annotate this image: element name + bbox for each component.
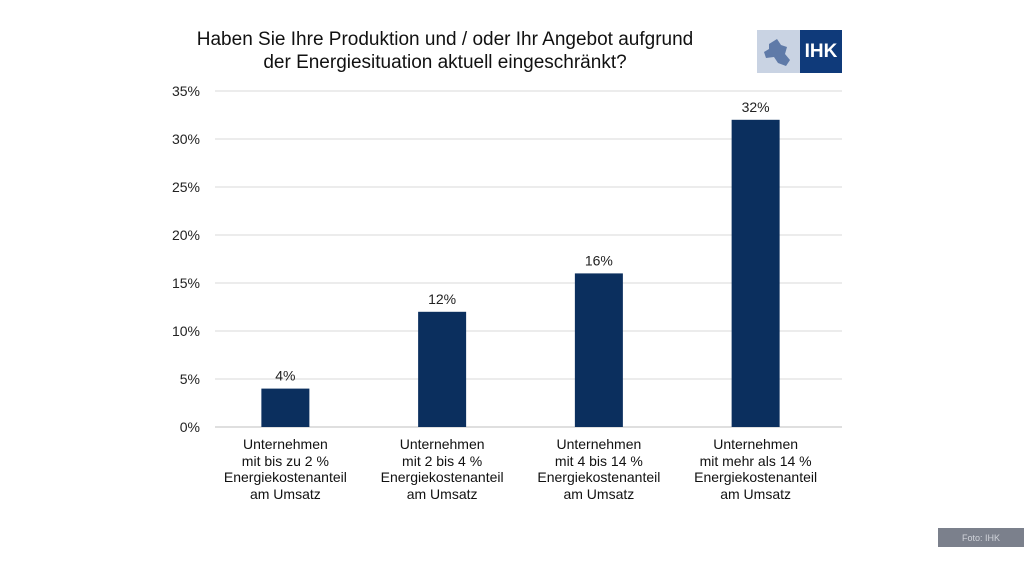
logo-map-icon xyxy=(757,30,800,73)
x-label-line: Energiekostenanteil xyxy=(537,469,661,485)
x-label-line: Energiekostenanteil xyxy=(694,469,818,485)
y-tick-label: 35% xyxy=(172,83,200,99)
x-label-line: am Umsatz xyxy=(720,485,792,502)
x-label-line: Unternehmen xyxy=(242,436,328,452)
x-label-line: mit 4 bis 14 % xyxy=(554,452,643,469)
y-tick-label: 25% xyxy=(172,179,200,195)
y-tick-label: 20% xyxy=(172,227,200,243)
y-tick-label: 10% xyxy=(172,323,200,339)
bar xyxy=(574,273,623,427)
x-label-line: mit bis zu 2 % xyxy=(241,452,329,469)
y-tick-label: 0% xyxy=(180,419,200,435)
y-tick-label: 5% xyxy=(180,371,200,387)
x-category-label: Unternehmen mit 2 bis 4 % Energiekostenant… xyxy=(367,436,517,502)
data-label: 4% xyxy=(275,368,295,384)
chart-title: Haben Sie Ihre Produktion und / oder Ihr… xyxy=(150,28,740,74)
y-tick-label: 15% xyxy=(172,275,200,291)
data-label: 12% xyxy=(428,291,456,307)
logo-text: IHK xyxy=(800,30,842,73)
x-category-label: Unternehmen mit 4 bis 14 % Energiekostenan… xyxy=(524,436,674,502)
ihk-logo: IHK xyxy=(757,30,842,73)
x-label-line: Unternehmen xyxy=(399,436,485,452)
photo-credit: Foto: IHK xyxy=(938,528,1024,547)
data-label: 32% xyxy=(742,99,770,115)
x-label-line: am Umsatz xyxy=(249,485,321,502)
x-label-line: Energiekostenanteil xyxy=(380,469,504,485)
bar xyxy=(261,388,310,427)
y-tick-label: 30% xyxy=(172,131,200,147)
x-label-line: Energiekostenanteil xyxy=(223,469,347,485)
x-label-line: Unternehmen xyxy=(556,436,642,452)
x-label-line: mit mehr als 14 % xyxy=(699,452,812,469)
x-label-line: Unternehmen xyxy=(713,436,799,452)
x-category-label: Unternehmen mit mehr als 14 % Energiekoste… xyxy=(681,436,831,502)
x-label-line: am Umsatz xyxy=(563,485,635,502)
data-label: 16% xyxy=(585,252,613,268)
title-line: Haben Sie Ihre Produktion und / oder Ihr… xyxy=(196,29,694,50)
bar xyxy=(731,119,780,428)
bar xyxy=(418,311,467,427)
x-label-line: am Umsatz xyxy=(406,485,478,502)
x-category-label: Unternehmen mit bis zu 2 % Energiekostenan… xyxy=(210,436,360,502)
title-line: der Energiesituation aktuell eingeschrän… xyxy=(263,52,627,73)
x-label-line: mit 2 bis 4 % xyxy=(402,452,483,469)
